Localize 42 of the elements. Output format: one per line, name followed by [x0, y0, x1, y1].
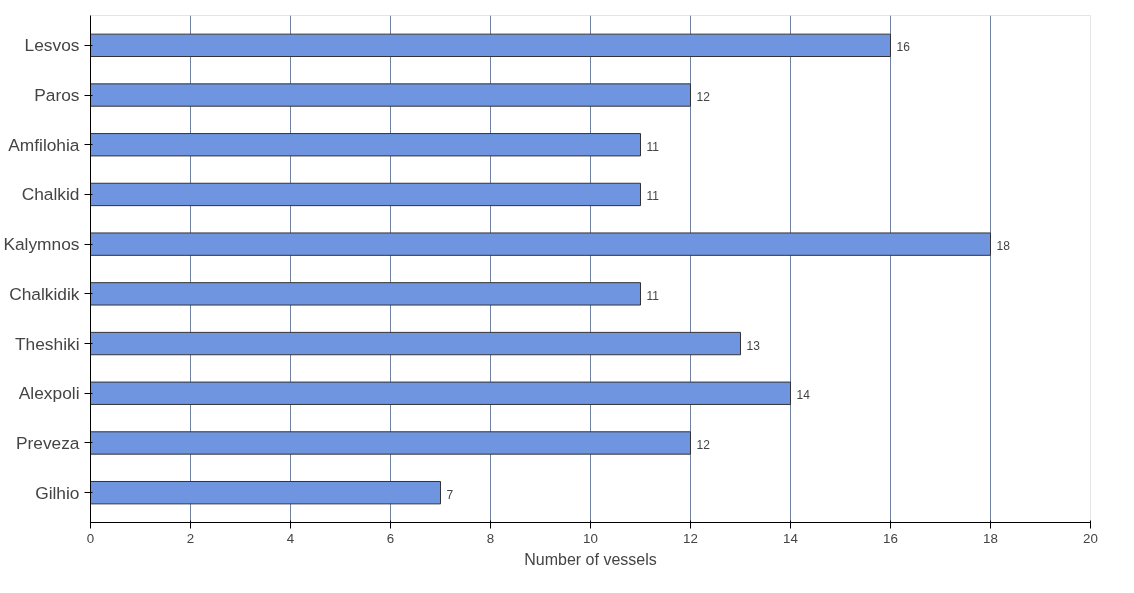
y-tick-label: Chalkidik	[9, 283, 80, 304]
x-tick-label: 16	[883, 530, 898, 546]
data-label: 11	[646, 189, 660, 204]
bar	[90, 232, 991, 256]
x-tick-label: 0	[86, 530, 95, 546]
x-tick-label: 14	[783, 530, 799, 546]
y-tick-label: Amfilohia	[8, 134, 80, 155]
data-label: 11	[646, 288, 660, 303]
x-tick-label: 4	[286, 530, 295, 546]
bar	[90, 431, 691, 455]
y-tick-label: Paros	[34, 85, 80, 106]
y-tick-label: Chalkid	[21, 184, 80, 205]
data-label: 12	[696, 90, 711, 105]
x-tick-label: 18	[983, 530, 998, 546]
bar	[90, 33, 891, 58]
bar	[90, 133, 641, 157]
data-label: 11	[646, 139, 660, 154]
data-label: 13	[746, 338, 761, 353]
data-label: 7	[446, 487, 454, 502]
data-label: 14	[796, 388, 811, 403]
data-label: 16	[896, 40, 911, 55]
bar	[90, 182, 641, 207]
bar	[90, 282, 641, 306]
bar	[90, 381, 791, 405]
x-axis-title: Number of vessels	[524, 550, 657, 568]
bar	[90, 83, 691, 107]
x-tick-label: 8	[486, 530, 495, 546]
y-tick-label: Kalymnos	[3, 234, 80, 255]
x-tick-label: 6	[386, 530, 395, 546]
y-tick-label: Theshiki	[14, 333, 80, 354]
y-tick-label: Gilhio	[35, 482, 80, 503]
x-tick-label: 2	[186, 530, 195, 546]
bar	[90, 331, 741, 356]
data-label: 18	[996, 239, 1011, 254]
x-tick-label: 10	[583, 530, 598, 546]
bar	[90, 480, 441, 505]
y-tick-label: Lesvos	[24, 35, 80, 56]
x-tick-label: 12	[683, 530, 698, 546]
x-tick-label: 20	[1083, 530, 1098, 546]
data-label: 12	[696, 437, 711, 452]
y-tick-label: Alexpoli	[18, 383, 80, 404]
y-tick-label: Preveza	[15, 432, 80, 453]
